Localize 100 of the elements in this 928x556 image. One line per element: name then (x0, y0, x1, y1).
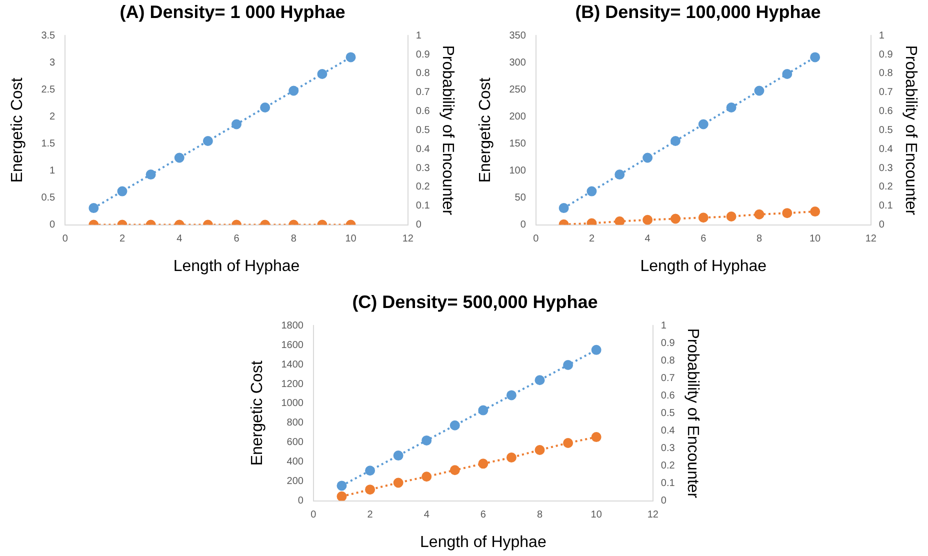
y2-tick-label: 0.3 (878, 162, 894, 174)
y2-tick-label: 0 (660, 496, 667, 507)
point (88, 203, 99, 214)
y-tick-label: 1 (50, 165, 56, 176)
y2-tick-label: 0.2 (416, 182, 430, 193)
point (478, 458, 488, 469)
point (563, 438, 574, 448)
x-tick-label: 4 (424, 510, 430, 521)
y-tick-label: 1600 (281, 340, 304, 351)
y2-axis-title: Probability of Encounter (902, 45, 919, 216)
point (591, 344, 602, 355)
x-tick-label: 12 (865, 234, 877, 245)
point (202, 136, 213, 146)
point (393, 450, 404, 461)
y-tick-label: 600 (286, 437, 304, 448)
y2-tick-label: 0.6 (660, 390, 676, 402)
chart-title: (C) Density= 500,000 Hyphae (352, 292, 598, 312)
x-tick-label: 6 (234, 234, 240, 245)
y2-tick-label: 0.1 (878, 200, 894, 212)
x-tick-label: 2 (367, 510, 374, 521)
point (336, 480, 347, 491)
point (563, 360, 574, 370)
y2-tick-label: 0.8 (660, 355, 676, 366)
x-tick-label: 2 (119, 234, 126, 245)
point (174, 152, 184, 163)
point (317, 68, 328, 79)
point (117, 186, 128, 196)
x-axis-title: Length of Hyphae (173, 258, 300, 275)
y-tick-label: 50 (514, 192, 526, 204)
y2-tick-label: 0.5 (660, 408, 676, 419)
x-tick-label: 6 (700, 234, 707, 245)
y2-tick-label: 0.5 (416, 124, 430, 136)
point (506, 452, 516, 463)
y2-tick-label: 0.8 (416, 68, 430, 80)
y2-tick-label: 0.1 (416, 200, 430, 212)
point (754, 86, 764, 96)
y2-tick-label: 0.6 (878, 106, 894, 118)
y2-tick-label: 0 (416, 220, 422, 231)
point (614, 170, 625, 180)
y-tick-label: 3 (50, 57, 56, 68)
point (478, 405, 488, 416)
y-tick-label: 1400 (281, 359, 304, 370)
y2-axis-title: Probability of Encounter (438, 45, 456, 216)
y2-tick-label: 0.9 (416, 49, 430, 60)
y-tick-label: 2.5 (41, 84, 56, 96)
point (422, 435, 432, 446)
y-tick-label: 350 (509, 30, 526, 42)
point (586, 186, 597, 196)
point (558, 203, 569, 214)
y2-tick-label: 0.5 (878, 124, 894, 136)
y-tick-label: 400 (286, 456, 304, 468)
point (506, 390, 516, 400)
x-axis-title: Length of Hyphae (420, 534, 546, 551)
y2-tick-label: 0.3 (416, 162, 430, 174)
chart-title: (B) Density= 100,000 Hyphae (575, 2, 821, 22)
y2-tick-label: 0.6 (416, 106, 430, 118)
point (365, 484, 376, 495)
y2-tick-label: 0.3 (660, 442, 676, 454)
y2-tick-label: 0.4 (416, 144, 430, 155)
x-tick-label: 8 (290, 234, 297, 245)
y-tick-label: 0.5 (41, 192, 56, 204)
y-tick-label: 200 (286, 476, 304, 488)
point (642, 152, 653, 163)
point (810, 52, 820, 62)
x-tick-label: 0 (310, 510, 317, 521)
x-tick-label: 10 (345, 234, 357, 245)
y2-tick-label: 0.7 (660, 372, 676, 384)
x-tick-label: 10 (590, 510, 602, 521)
point (698, 119, 708, 130)
y-tick-label: 300 (509, 57, 526, 68)
y2-tick-label: 0.1 (660, 478, 676, 490)
point (288, 86, 299, 96)
point (726, 102, 736, 112)
point (146, 170, 156, 180)
x-axis-title: Length of Hyphae (640, 258, 767, 275)
y-tick-label: 1800 (281, 320, 304, 332)
point (346, 52, 356, 62)
y-tick-label: 100 (509, 165, 526, 176)
y2-tick-label: 1 (416, 30, 422, 42)
y2-tick-label: 0.2 (878, 182, 894, 193)
y-tick-label: 150 (509, 138, 526, 150)
y2-axis-title: Probability of Encounter (684, 328, 701, 499)
y-axis-title: Energetic Cost (249, 360, 266, 466)
y2-tick-label: 0.4 (660, 425, 676, 436)
y2-tick-label: 0.7 (416, 87, 430, 98)
point (422, 472, 432, 482)
y2-tick-label: 0.7 (878, 87, 894, 98)
y-tick-label: 1000 (281, 398, 304, 410)
point (782, 68, 792, 79)
y-tick-label: 800 (286, 418, 304, 429)
y-axis-title: Energetic Cost (9, 77, 26, 183)
x-tick-label: 4 (176, 234, 183, 245)
y2-tick-label: 0.9 (878, 49, 894, 60)
x-tick-label: 6 (480, 510, 486, 521)
point (393, 478, 404, 488)
y-tick-label: 250 (509, 84, 526, 96)
x-tick-label: 0 (533, 234, 540, 245)
x-tick-label: 0 (62, 234, 68, 245)
y-tick-label: 0 (298, 496, 304, 507)
point (534, 444, 545, 455)
